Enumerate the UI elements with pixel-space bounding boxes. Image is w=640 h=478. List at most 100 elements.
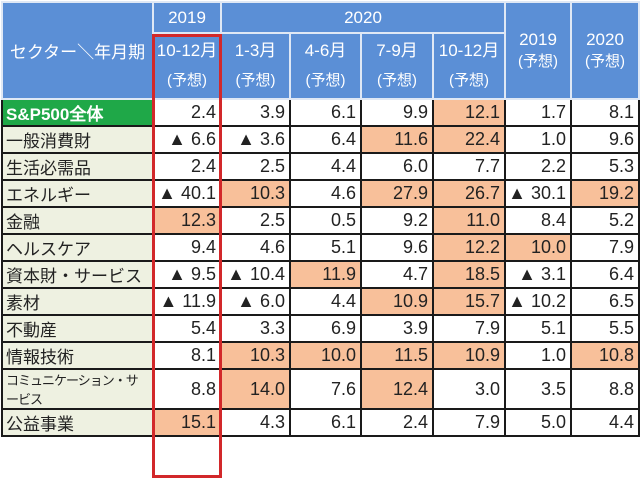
table-row: 生活必需品 2.4 2.5 4.4 6.0 7.7 2.2 5.3 [1,152,640,181]
forecast-note: (予想) [235,72,276,89]
value-cell: 6.5 [570,287,640,316]
sector-label: コミュニケーション・サービス [1,368,154,410]
value-cell: 10.3 [220,341,291,370]
value-cell: 6.9 [289,314,362,343]
value-cell: 6.1 [289,98,362,127]
value-cell: ▲ 6.0 [220,287,291,316]
corner-header: セクター＼年月期 [1,1,154,100]
period-label: 7-9月 [376,41,418,60]
value-cell: ▲ 3.1 [504,260,572,289]
value-cell: 8.1 [152,341,222,370]
sector-label: 不動産 [1,314,154,343]
value-cell: 12.2 [432,233,506,262]
table-row: 資本財・サービス ▲ 9.5 ▲ 10.4 11.9 4.7 18.5 ▲ 3.1 6.4 [1,260,640,289]
value-cell: 11.6 [360,125,434,154]
forecast-note: (予想) [305,72,346,89]
value-cell: 2.5 [220,206,291,235]
sector-eps-table: セクター＼年月期 2019 2020 2019 (予想) 2020 (予想) 10-… [1,1,640,437]
value-cell: 6.4 [289,125,362,154]
value-cell: ▲ 6.6 [152,125,222,154]
value-cell: 5.3 [570,152,640,181]
value-cell: 6.0 [360,152,434,181]
value-cell: 10.8 [570,341,640,370]
table-row: ヘルスケア 9.4 4.6 5.1 9.6 12.2 10.0 7.9 [1,233,640,262]
value-cell: 8.8 [570,368,640,410]
value-cell: 2.4 [152,152,222,181]
annual-2020-header: 2020 (予想) [570,1,640,100]
value-cell: 11.9 [289,260,362,289]
value-cell: 22.4 [432,125,506,154]
table-row: 不動産 5.4 3.3 6.9 3.9 7.9 5.1 5.5 [1,314,640,343]
value-cell: 9.4 [152,233,222,262]
value-cell: ▲ 40.1 [152,179,222,208]
value-cell: 3.9 [360,314,434,343]
sector-label: ヘルスケア [1,233,154,262]
sector-label: 公益事業 [1,408,154,437]
value-cell: 3.9 [220,98,291,127]
value-cell: 10.9 [432,341,506,370]
value-cell: 1.0 [504,341,572,370]
value-cell: 15.7 [432,287,506,316]
forecast-note: (予想) [377,72,417,89]
table-row: 公益事業 15.1 4.3 6.1 2.4 7.9 5.0 4.4 [1,408,640,437]
value-cell: 4.3 [220,408,291,437]
value-cell: 27.9 [360,179,434,208]
value-cell: 8.1 [570,98,640,127]
value-cell: 12.4 [360,368,434,410]
table-row: S&P500全体 2.4 3.9 6.1 9.9 12.1 1.7 8.1 [1,98,640,127]
value-cell: 5.0 [504,408,572,437]
value-cell: 7.9 [432,314,506,343]
period-header: 1-3月 (予想) [220,32,291,100]
value-cell: 10.3 [220,179,291,208]
value-cell: 4.6 [220,233,291,262]
value-cell: 4.6 [289,179,362,208]
value-cell: 12.1 [432,98,506,127]
value-cell: ▲ 10.4 [220,260,291,289]
value-cell: 9.6 [360,233,434,262]
value-cell: 2.2 [504,152,572,181]
period-label: 10-12月 [156,41,218,60]
value-cell: 3.0 [432,368,506,410]
forecast-note: (予想) [449,72,489,89]
value-cell: 5.1 [289,233,362,262]
sector-label: 情報技術 [1,341,154,370]
value-cell: 5.1 [504,314,572,343]
sector-label: S&P500全体 [1,98,154,127]
value-cell: 11.0 [432,206,506,235]
value-cell: 7.6 [289,368,362,410]
value-cell: ▲ 10.2 [504,287,572,316]
value-cell: 19.2 [570,179,640,208]
year-2019-header: 2019 [152,1,222,34]
value-cell: ▲ 3.6 [220,125,291,154]
value-cell: 1.7 [504,98,572,127]
value-cell: 2.4 [360,408,434,437]
value-cell: 9.2 [360,206,434,235]
value-cell: 9.9 [360,98,434,127]
value-cell: 1.0 [504,125,572,154]
period-label: 1-3月 [234,41,277,60]
value-cell: 10.0 [504,233,572,262]
sector-label: 生活必需品 [1,152,154,181]
value-cell: 3.5 [504,368,572,410]
value-cell: 7.9 [570,233,640,262]
table-row: 情報技術 8.1 10.3 10.0 11.5 10.9 1.0 10.8 [1,341,640,370]
table-row: 金融 12.3 2.5 0.5 9.2 11.0 8.4 5.2 [1,206,640,235]
value-cell: 26.7 [432,179,506,208]
value-cell: ▲ 30.1 [504,179,572,208]
value-cell: ▲ 9.5 [152,260,222,289]
forecast-note: (予想) [167,72,207,89]
period-header: 10-12月 (予想) [152,32,222,100]
value-cell: 4.4 [289,152,362,181]
value-cell: 2.5 [220,152,291,181]
value-cell: 6.4 [570,260,640,289]
period-header: 10-12月 (予想) [432,32,506,100]
value-cell: 11.5 [360,341,434,370]
sector-label: エネルギー [1,179,154,208]
value-cell: 4.7 [360,260,434,289]
value-cell: 10.0 [289,341,362,370]
period-header: 4-6月 (予想) [289,32,362,100]
value-cell: 4.4 [289,287,362,316]
value-cell: 8.4 [504,206,572,235]
value-cell: 6.1 [289,408,362,437]
sector-label: 金融 [1,206,154,235]
